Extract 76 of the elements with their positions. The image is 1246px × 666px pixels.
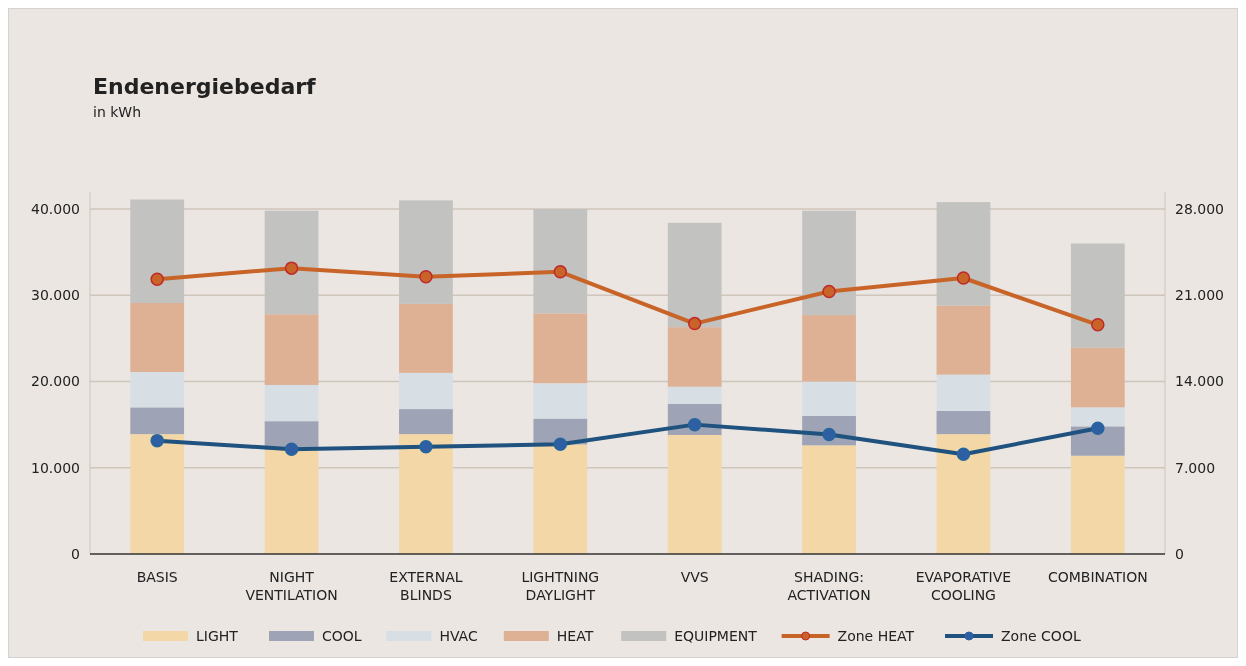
bar — [667, 222, 722, 328]
legend-label: HEAT — [556, 628, 594, 644]
bar — [533, 383, 588, 419]
bar — [399, 434, 453, 554]
chart-title: Endenergiebedarf — [93, 74, 317, 99]
bar — [802, 315, 856, 382]
y2-tick-label: 28.000 — [1175, 200, 1224, 217]
point — [150, 433, 164, 448]
point — [1091, 318, 1105, 332]
bar — [1070, 243, 1125, 348]
legend-label: Zone HEAT — [837, 628, 915, 644]
bar — [936, 410, 991, 435]
x-tick-label: NIGHT VENTILATION — [245, 569, 338, 603]
legend-label: HVAC — [439, 628, 478, 644]
bar — [936, 374, 991, 411]
y2-tick-label: 0 — [1175, 545, 1184, 562]
bar — [936, 305, 991, 375]
y-tick-label: 0 — [71, 545, 80, 562]
x-tick-label: COMBINATION — [1047, 569, 1148, 585]
point — [553, 437, 568, 452]
bar — [399, 303, 453, 373]
y2-tick-label: 14.000 — [1175, 373, 1224, 390]
bar — [264, 449, 319, 554]
y-tick-label: 40.000 — [31, 200, 80, 217]
bar — [533, 444, 588, 554]
bar — [130, 372, 185, 408]
point — [284, 261, 299, 275]
y-tick-label: 30.000 — [31, 287, 80, 304]
x-tick-label: SHADING: ACTIVATION — [787, 569, 871, 603]
bar — [399, 409, 453, 435]
legend-label: Zone COOL — [1001, 628, 1081, 644]
bar — [802, 381, 856, 416]
point — [553, 265, 568, 279]
bar — [533, 313, 588, 384]
point — [956, 447, 971, 461]
x-tick-label: BASIS — [136, 569, 178, 585]
x-tick-label: EXTERNAL BLINDS — [389, 569, 463, 603]
point — [284, 442, 299, 457]
bar — [130, 199, 185, 304]
point — [150, 272, 164, 286]
chart-subtitle: in kWh — [93, 104, 142, 120]
legend-label: LIGHT — [196, 628, 239, 644]
bar — [802, 210, 856, 316]
bar — [130, 434, 185, 554]
bar — [533, 209, 588, 314]
bar — [1070, 347, 1125, 408]
point — [822, 284, 836, 299]
bar — [264, 210, 319, 315]
y-tick-label: 10.000 — [31, 459, 80, 476]
legend-label: COOL — [322, 628, 362, 644]
y2-tick-label: 7.000 — [1175, 459, 1216, 476]
bar — [130, 407, 185, 435]
bar — [667, 327, 722, 387]
x-tick-label: VVS — [680, 569, 709, 585]
point — [419, 440, 433, 454]
legend-label: EQUIPMENT — [674, 628, 758, 644]
bar — [936, 434, 991, 554]
bar — [399, 372, 453, 410]
bar — [130, 303, 185, 373]
y-tick-label: 20.000 — [31, 373, 80, 390]
bar — [399, 200, 453, 304]
y2-tick-label: 21.000 — [1175, 287, 1224, 304]
bar — [667, 386, 722, 404]
bar — [1070, 455, 1125, 554]
bar — [936, 202, 991, 306]
bar — [264, 314, 319, 385]
point — [956, 271, 971, 285]
bar — [1070, 407, 1125, 427]
bar — [802, 445, 856, 554]
bar — [264, 384, 319, 422]
point — [419, 270, 433, 284]
point — [687, 316, 702, 331]
point — [1091, 421, 1105, 436]
x-tick-label: EVAPORATIVE COOLING — [915, 569, 1012, 603]
x-tick-label: LIGHTNING DAYLIGHT — [521, 569, 600, 603]
bar — [667, 434, 722, 554]
